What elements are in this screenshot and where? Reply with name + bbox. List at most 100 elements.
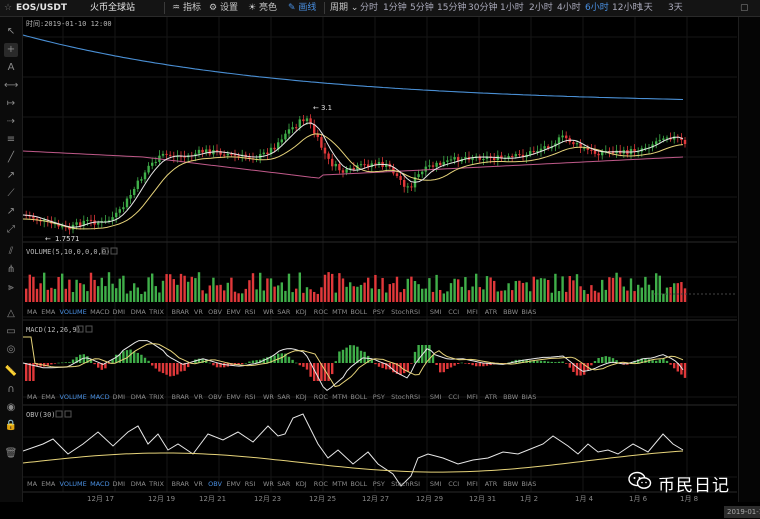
- pair-name[interactable]: EOS/USDT: [16, 3, 67, 13]
- interval-option[interactable]: 1分钟: [383, 3, 407, 13]
- text-icon[interactable]: A: [7, 62, 15, 73]
- indicator-tab[interactable]: KDJ: [296, 308, 307, 316]
- cursor-icon[interactable]: ↖: [6, 26, 16, 37]
- indicator-tab[interactable]: ROC: [314, 480, 329, 488]
- pitchfork-icon[interactable]: ⋔: [6, 264, 16, 275]
- eye-icon[interactable]: ◉: [6, 402, 16, 413]
- indicator-tab[interactable]: CCI: [448, 393, 459, 401]
- window-icon[interactable]: ▢: [740, 3, 749, 13]
- indicator-tab[interactable]: VR: [194, 480, 203, 488]
- horizontal-line-icon[interactable]: ⟷: [4, 80, 19, 91]
- indicator-tab[interactable]: WR: [263, 308, 274, 316]
- parallel-channel-icon[interactable]: ⫽: [8, 246, 14, 257]
- indicator-tab[interactable]: MFI: [467, 480, 478, 488]
- indicator-tab[interactable]: PSY: [373, 480, 385, 488]
- indicator-tab[interactable]: ROC: [314, 393, 329, 401]
- theme-button[interactable]: ☀ 亮色: [248, 2, 277, 14]
- indicator-tab[interactable]: PSY: [373, 393, 385, 401]
- indicator-tab[interactable]: BBW: [503, 393, 519, 401]
- rectangle-icon[interactable]: ▭: [6, 326, 16, 337]
- interval-option[interactable]: 12小时: [612, 3, 642, 13]
- indicator-tab[interactable]: StochRSI: [391, 480, 420, 488]
- indicator-tab[interactable]: SMI: [430, 480, 442, 488]
- indicator-tab[interactable]: ATR: [485, 393, 498, 401]
- pane-close-icon[interactable]: [64, 410, 72, 418]
- indicator-tab[interactable]: SMI: [430, 393, 442, 401]
- interval-option[interactable]: 30分钟: [468, 3, 498, 13]
- indicator-tab[interactable]: VOLUME: [60, 308, 87, 316]
- indicator-tab[interactable]: EMV: [226, 308, 241, 316]
- indicator-tab[interactable]: SAR: [277, 480, 291, 488]
- indicator-tab[interactable]: BRAR: [172, 480, 190, 488]
- trash-icon[interactable]: 🗑: [4, 448, 18, 459]
- interval-option[interactable]: 5分钟: [410, 3, 434, 13]
- indicator-tab[interactable]: DMA: [131, 308, 147, 316]
- indicator-tab[interactable]: MA: [27, 393, 38, 401]
- pane-close-icon[interactable]: [110, 247, 118, 255]
- indicator-tab[interactable]: KDJ: [296, 480, 307, 488]
- interval-option[interactable]: 2小时: [529, 3, 553, 13]
- interval-option[interactable]: 1小时: [500, 3, 524, 13]
- indicator-tab[interactable]: VR: [194, 393, 203, 401]
- indicator-tab[interactable]: PSY: [373, 308, 385, 316]
- indicator-tab[interactable]: SMI: [430, 308, 442, 316]
- ray-icon[interactable]: ↗: [6, 170, 16, 181]
- indicator-tab[interactable]: MTM: [332, 480, 347, 488]
- indicator-tab[interactable]: BOLL: [350, 480, 367, 488]
- channel-icon[interactable]: ≡: [6, 134, 16, 145]
- trend-line-icon[interactable]: ⟋: [7, 188, 15, 199]
- indicator-tab[interactable]: MFI: [467, 308, 478, 316]
- interval-option[interactable]: 3天: [668, 3, 683, 13]
- indicator-tab[interactable]: WR: [263, 393, 274, 401]
- extended-line-icon[interactable]: ⤢: [7, 224, 15, 235]
- indicator-tab[interactable]: MFI: [467, 393, 478, 401]
- indicator-tab[interactable]: RSI: [245, 480, 256, 488]
- triangle-icon[interactable]: △: [7, 308, 15, 319]
- indicator-tab[interactable]: VR: [194, 308, 203, 316]
- indicator-tab[interactable]: VOLUME: [60, 393, 87, 401]
- indicator-tab[interactable]: TRIX: [148, 308, 164, 316]
- indicator-tab[interactable]: ROC: [314, 308, 329, 316]
- indicator-tab[interactable]: MACD: [90, 480, 109, 488]
- indicator-tab[interactable]: BRAR: [172, 308, 190, 316]
- indicator-tab[interactable]: BOLL: [350, 308, 367, 316]
- indicator-tab[interactable]: DMI: [113, 308, 126, 316]
- price-axis[interactable]: [738, 17, 760, 502]
- indicator-tab[interactable]: BOLL: [350, 393, 367, 401]
- indicator-tab[interactable]: ATR: [485, 308, 498, 316]
- indicator-tab[interactable]: BIAS: [521, 480, 536, 488]
- ruler-icon[interactable]: 📏: [4, 366, 18, 377]
- indicator-tab[interactable]: CCI: [448, 308, 459, 316]
- indicator-tab[interactable]: DMI: [113, 393, 126, 401]
- indicator-tab[interactable]: SAR: [277, 308, 291, 316]
- indicator-tab[interactable]: DMA: [131, 480, 147, 488]
- indicator-tab[interactable]: MA: [27, 308, 38, 316]
- circle-icon[interactable]: ◎: [6, 344, 16, 355]
- indicator-tab[interactable]: DMA: [131, 393, 147, 401]
- indicator-tab[interactable]: RSI: [245, 393, 256, 401]
- chart-area[interactable]: 时间:2019-01-10 12:00 ← 3.1 ← 1.7571 VOLUM…: [23, 17, 737, 502]
- interval-option[interactable]: 1天: [638, 3, 653, 13]
- indicator-tab[interactable]: CCI: [448, 480, 459, 488]
- indicator-tab[interactable]: BRAR: [172, 393, 190, 401]
- indicator-tab[interactable]: BIAS: [521, 393, 536, 401]
- indicator-tab[interactable]: TRIX: [148, 480, 164, 488]
- segment-icon[interactable]: ╱: [7, 152, 15, 163]
- lock-icon[interactable]: 🔒: [4, 420, 18, 431]
- indicator-tab[interactable]: MACD: [90, 393, 109, 401]
- indicator-tab[interactable]: KDJ: [296, 393, 307, 401]
- interval-option[interactable]: 分时: [360, 3, 379, 13]
- indicator-button[interactable]: ♒ 指标: [172, 2, 201, 14]
- price-line-icon[interactable]: ⇢: [6, 116, 16, 127]
- indicator-tab[interactable]: BIAS: [521, 308, 536, 316]
- crosshair-icon[interactable]: +: [4, 43, 18, 57]
- indicator-tab[interactable]: EMV: [226, 393, 241, 401]
- interval-option-active[interactable]: 6小时: [585, 3, 609, 13]
- horizontal-ray-icon[interactable]: ↦: [6, 98, 16, 109]
- magnet-icon[interactable]: ∩: [7, 384, 15, 395]
- indicator-tab[interactable]: MTM: [332, 393, 347, 401]
- indicator-tab[interactable]: ATR: [485, 480, 498, 488]
- settings-button[interactable]: ⚙ 设置: [209, 2, 238, 14]
- indicator-tab[interactable]: OBV: [208, 308, 222, 316]
- indicator-tab[interactable]: MA: [27, 480, 38, 488]
